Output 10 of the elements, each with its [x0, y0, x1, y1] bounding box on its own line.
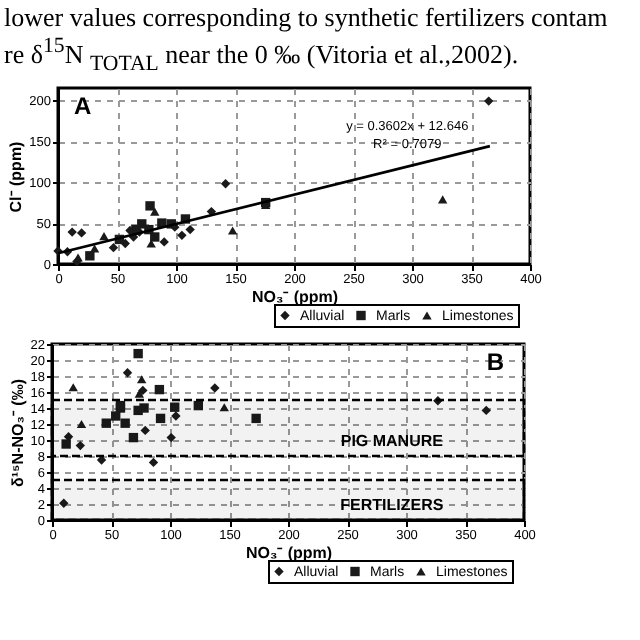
- annotation: A: [74, 91, 92, 120]
- x-axis-title: NO₃⁻ (ppm): [245, 543, 333, 562]
- band-label: FERTILIZERS: [340, 495, 445, 514]
- y-axis-title: Cl⁻ (ppm): [7, 140, 26, 213]
- annotation: B: [486, 347, 505, 376]
- text: lower values corresponding to synthetic fertilizers contam: [4, 2, 610, 32]
- y-axis-title: δ¹⁵N-NO₃⁻ (‰): [8, 378, 27, 487]
- text: re δ$^{15}$N $_{TOTAL}$ near the 0 ‰ (Vitoria et al.,2002).: [4, 32, 521, 80]
- band-label: PIG MANURE: [340, 431, 445, 450]
- x-axis-title: NO₃⁻ (ppm): [251, 287, 339, 306]
